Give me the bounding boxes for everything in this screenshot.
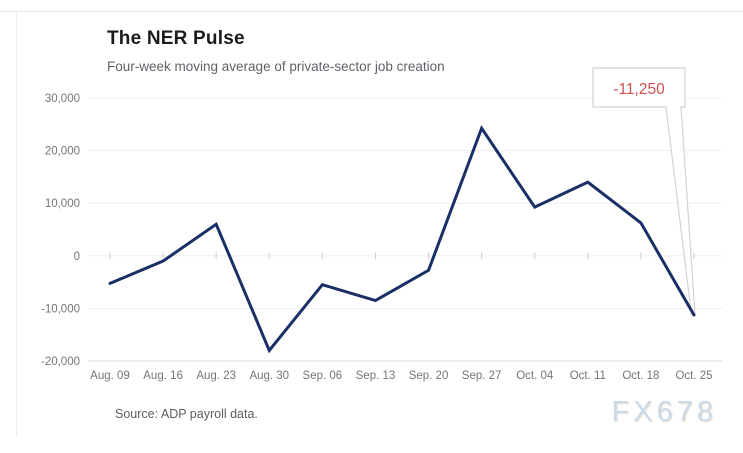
data-line (108, 124, 696, 354)
x-tick-label: Aug. 23 (196, 370, 236, 382)
top-divider (0, 11, 743, 12)
y-tick-label: 10,000 (45, 198, 80, 210)
card-left-border (16, 11, 17, 436)
x-tick-label: Sep. 20 (409, 370, 449, 382)
y-tick-label: 20,000 (45, 146, 80, 158)
x-tick-label: Sep. 13 (356, 370, 396, 382)
chart-subtitle: Four-week moving average of private-sect… (107, 59, 445, 74)
x-tick-label: Oct. 25 (675, 370, 712, 382)
x-tick-label: Oct. 11 (570, 370, 606, 382)
x-tick-label: Sep. 27 (462, 370, 502, 382)
x-tick-label: Oct. 04 (516, 370, 554, 382)
y-tick-label: -20,000 (41, 356, 80, 368)
x-tick-label: Aug. 16 (143, 370, 183, 382)
y-tick-label: 0 (74, 251, 80, 263)
annotation-callout (592, 67, 696, 316)
y-tick-label: -10,000 (41, 303, 80, 315)
y-tick-label: 30,000 (45, 93, 80, 105)
x-tick-label: Aug. 09 (90, 370, 130, 382)
annotation-label: -11,250 (613, 81, 665, 98)
x-tick-label: Sep. 06 (303, 370, 343, 382)
chart-title: The NER Pulse (107, 28, 245, 49)
source-note: Source: ADP payroll data. (115, 407, 258, 421)
x-tick-label: Aug. 30 (249, 370, 289, 382)
watermark-fx678: FX678 (611, 396, 717, 428)
x-tick-label: Oct. 18 (622, 370, 659, 382)
